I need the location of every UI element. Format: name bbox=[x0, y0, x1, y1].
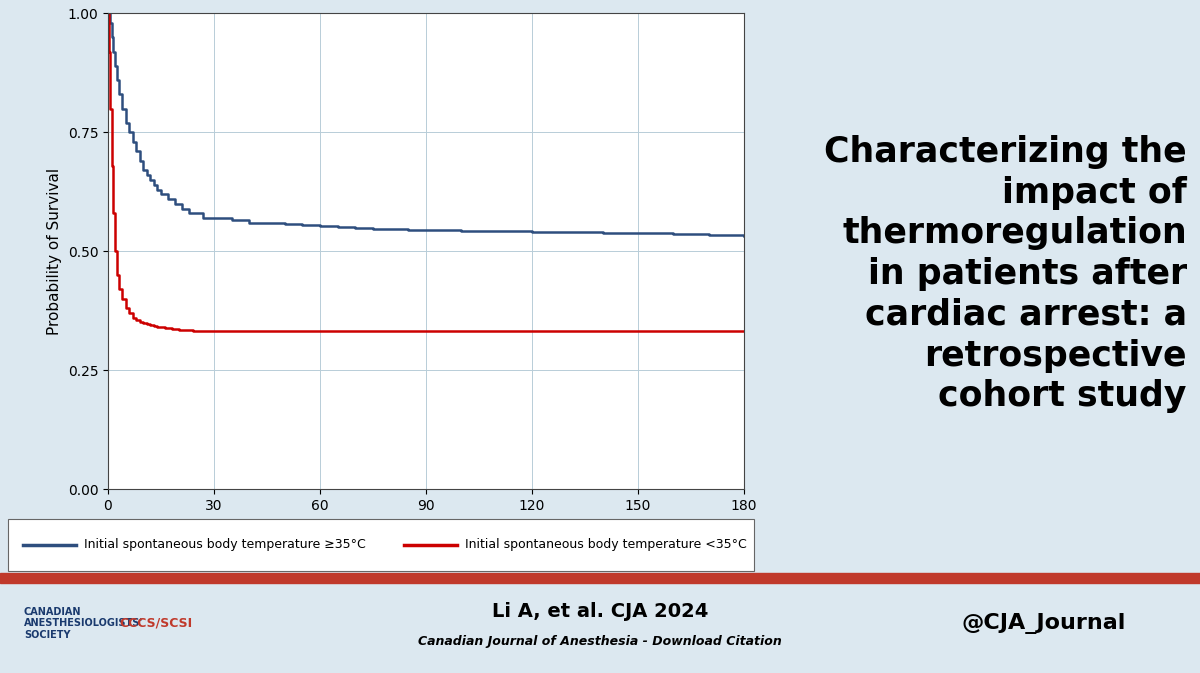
Bar bbox=[0, 573, 1200, 583]
Y-axis label: Probability of Survival: Probability of Survival bbox=[47, 168, 62, 335]
X-axis label: Days since TTM initiation: Days since TTM initiation bbox=[330, 519, 522, 534]
Text: CCCS/SCSI: CCCS/SCSI bbox=[120, 616, 192, 630]
Text: Li A, et al. CJA 2024: Li A, et al. CJA 2024 bbox=[492, 602, 708, 621]
Text: @CJA_Journal: @CJA_Journal bbox=[962, 612, 1126, 634]
Text: Initial spontaneous body temperature ≥35°C: Initial spontaneous body temperature ≥35… bbox=[84, 538, 366, 551]
FancyBboxPatch shape bbox=[7, 519, 755, 571]
Text: Characterizing the
impact of
thermoregulation
in patients after
cardiac arrest: : Characterizing the impact of thermoregul… bbox=[824, 135, 1187, 413]
Text: CANADIAN
ANESTHESIOLOGISTS'
SOCIETY: CANADIAN ANESTHESIOLOGISTS' SOCIETY bbox=[24, 606, 143, 640]
Text: Initial spontaneous body temperature <35°C: Initial spontaneous body temperature <35… bbox=[464, 538, 746, 551]
Text: Canadian Journal of Anesthesia - Download Citation: Canadian Journal of Anesthesia - Downloa… bbox=[418, 635, 782, 647]
